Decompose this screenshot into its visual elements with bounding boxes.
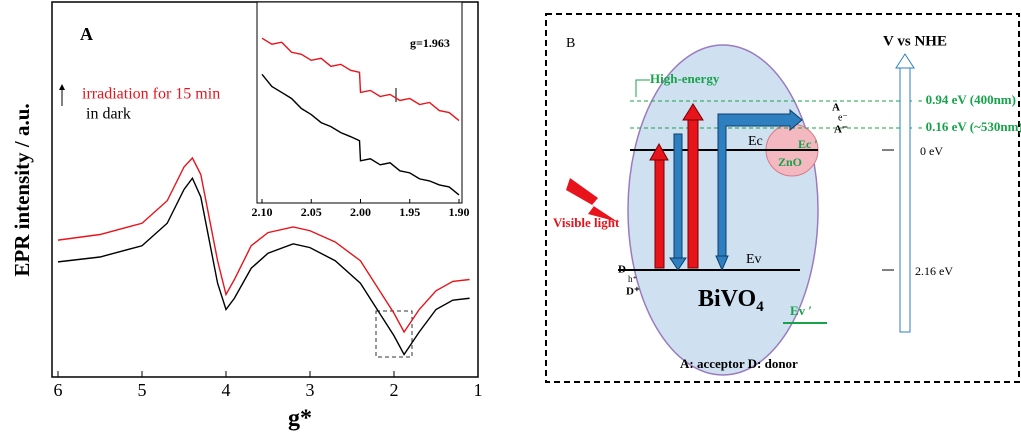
- excitation-arrow: [654, 157, 665, 269]
- legend-arrow-head: [59, 84, 65, 90]
- label: A: [832, 102, 840, 114]
- label: Ec ′: [798, 137, 818, 151]
- label: e⁻: [838, 112, 848, 123]
- label: Visible light: [553, 215, 620, 230]
- label: Ev ′: [790, 303, 812, 318]
- subscript: 4: [756, 299, 764, 315]
- x-tick-label: 3: [306, 380, 315, 400]
- arrow-head: [682, 103, 704, 121]
- arrow-head: [669, 257, 687, 271]
- lightning: [566, 178, 618, 222]
- label: High-energy: [650, 71, 720, 86]
- y-axis-title: EPR intensity / a.u.: [10, 103, 34, 276]
- label: h⁺: [628, 274, 638, 284]
- bracket: [635, 79, 650, 97]
- x-tick-label: 1: [474, 380, 483, 400]
- x-tick-label: 5: [138, 380, 147, 400]
- material: BiVO: [698, 286, 756, 312]
- label: Ec: [748, 134, 763, 149]
- arrow-head: [895, 53, 915, 69]
- label: A⁻: [834, 124, 848, 136]
- x-tick-label: 2.00: [350, 205, 371, 219]
- panel-label: A: [80, 24, 93, 44]
- label: Ev: [746, 252, 762, 267]
- arrow-head: [715, 255, 729, 272]
- label: - 0.16 eV (~530nm): [918, 119, 1021, 134]
- x-tick-label: 1.95: [399, 205, 420, 219]
- label: D: [618, 264, 626, 276]
- data-line: [261, 73, 460, 196]
- label: ZnO: [778, 155, 802, 169]
- panel-b: B V vs NHE High-energy Ec Ec ′ ZnO A e⁻ …: [545, 13, 1021, 383]
- x-tick-label: 2: [390, 380, 399, 400]
- axis-title: V vs NHE: [883, 33, 947, 49]
- transfer-arrow: [717, 108, 803, 259]
- zoom-box: [375, 310, 413, 358]
- x-tick-label: 6: [54, 380, 63, 400]
- label: 2.16 eV: [915, 264, 953, 278]
- label: BiVO4: [698, 286, 764, 316]
- caption: A: acceptor D: donor: [680, 356, 798, 371]
- label: - 0.94 eV (400nm): [918, 92, 1016, 107]
- annotation: g=1.963: [410, 36, 450, 50]
- x-axis-title: g*: [288, 406, 312, 432]
- x-tick-label: 2.05: [301, 205, 322, 219]
- data-line: [57, 156, 470, 334]
- x-tick-label: 1.90: [449, 205, 470, 219]
- excitation-arrow: [687, 117, 699, 269]
- panel-label: B: [566, 36, 575, 51]
- potential-axis: [899, 65, 911, 333]
- label: 0 eV: [920, 144, 943, 158]
- x-tick-label: 2.10: [252, 205, 273, 219]
- inset-frame: [256, 1, 463, 204]
- label: D⁺: [626, 286, 640, 298]
- data-line: [57, 176, 470, 356]
- relaxation-arrow: [673, 133, 683, 261]
- x-tick-label: 4: [222, 380, 231, 400]
- legend-entry: irradiation for 15 min: [82, 86, 220, 103]
- data-line: [261, 37, 460, 122]
- arrow-head: [649, 142, 669, 161]
- legend-entry: in dark: [86, 106, 131, 123]
